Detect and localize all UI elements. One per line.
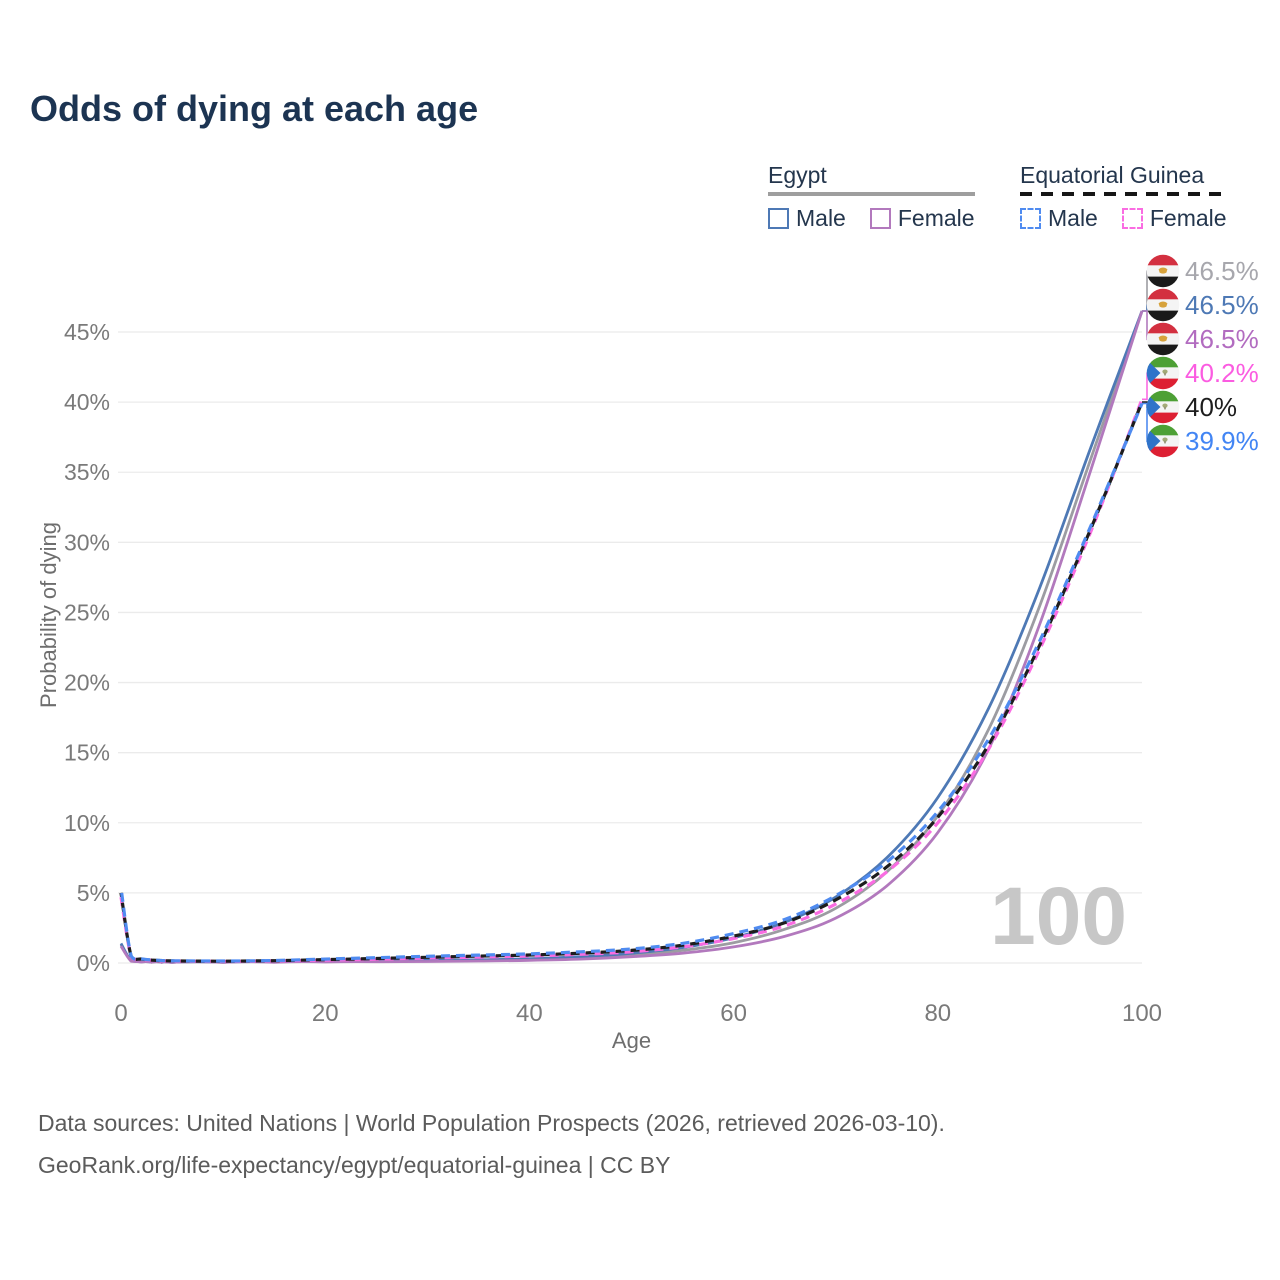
y-tick-label: 35%: [64, 459, 110, 485]
legend-item-egypt-male[interactable]: Male: [768, 205, 846, 232]
x-tick-label: 60: [720, 1000, 747, 1027]
x-tick-label: 100: [1122, 1000, 1162, 1027]
page-title: Odds of dying at each age: [30, 88, 479, 129]
legend-country-egypt: Egypt: [768, 162, 827, 188]
legend-label-egypt-female: Female: [897, 205, 975, 231]
y-tick-label: 20%: [64, 670, 110, 696]
x-tick-label: 80: [924, 1000, 951, 1027]
y-axis-title: Probability of dying: [36, 522, 61, 708]
series-end-value: 40%: [1185, 392, 1238, 422]
series-end-label: 39.9%: [1146, 424, 1259, 458]
series-end-value: 46.5%: [1185, 290, 1259, 320]
series-line-egypt-both-sexes[interactable]: [119, 310, 1144, 964]
flag-equatorial-guinea-icon: [1146, 424, 1180, 458]
y-tick-label: 5%: [77, 880, 110, 906]
flag-egypt-icon: [1146, 322, 1180, 356]
legend-underline-egypt: [768, 192, 975, 196]
legend-swatch-gq-male: [1020, 208, 1041, 229]
legend-underline-equatorial-guinea: [1020, 192, 1227, 196]
legend-swatch-egypt-female: [869, 208, 891, 229]
legend-label-gq-female: Female: [1149, 205, 1227, 231]
y-tick-label: 40%: [64, 389, 110, 415]
legend-label-gq-male: Male: [1048, 205, 1098, 231]
flag-egypt-icon: [1146, 288, 1180, 322]
legend-label-egypt-male: Male: [796, 205, 846, 231]
footer-attribution: GeoRank.org/life-expectancy/egypt/equato…: [38, 1152, 671, 1178]
series-line-equatorial-guinea-male[interactable]: [119, 402, 1144, 963]
flag-equatorial-guinea-icon: [1146, 390, 1180, 424]
legend-swatch-gq-female: [1121, 208, 1143, 229]
legend-item-egypt-female[interactable]: Female: [869, 205, 975, 232]
series-end-label: 46.5%: [1146, 288, 1259, 322]
series-end-value: 46.5%: [1185, 324, 1259, 354]
series-line-egypt-male[interactable]: [119, 310, 1144, 964]
hover-age-watermark: 100: [990, 871, 1127, 962]
series-end-value: 39.9%: [1185, 426, 1259, 456]
series-end-value: 46.5%: [1185, 256, 1259, 286]
x-tick-label: 40: [516, 1000, 543, 1027]
flag-equatorial-guinea-icon: [1146, 356, 1180, 390]
footer-data-sources: Data sources: United Nations | World Pop…: [38, 1110, 945, 1136]
x-axis-title: Age: [611, 1028, 652, 1053]
y-tick-label: 30%: [64, 529, 110, 555]
y-tick-label: 15%: [64, 740, 110, 766]
y-tick-label: 45%: [64, 319, 110, 345]
series-line-equatorial-guinea-both-sexes[interactable]: [119, 401, 1144, 963]
series-end-label: 46.5%: [1146, 254, 1259, 288]
legend-country-equatorial-guinea: Equatorial Guinea: [1020, 162, 1205, 188]
legend-item-gq-female[interactable]: Female: [1121, 205, 1227, 232]
legend-group-equatorial-guinea: Equatorial Guinea Male Female: [1020, 162, 1227, 232]
x-tick-label: 0: [114, 1000, 127, 1027]
legend-group-egypt: Egypt Male Female: [768, 162, 975, 232]
series-end-label: 40%: [1146, 390, 1237, 424]
y-tick-label: 10%: [64, 810, 110, 836]
y-tick-label: 25%: [64, 599, 110, 625]
chart-plot-area[interactable]: 0% 5% 10% 15% 20% 25% 30% 35% 40% 45% 0 20 40 60 80 100…: [0, 0, 1280, 1080]
flag-egypt-icon: [1146, 254, 1180, 288]
series-end-label: 40.2%: [1146, 356, 1259, 390]
series-line-egypt-female[interactable]: [119, 310, 1144, 964]
series-end-label: 46.5%: [1146, 322, 1259, 356]
x-tick-label: 20: [312, 1000, 339, 1027]
series-line-equatorial-guinea-female[interactable]: [119, 398, 1144, 963]
legend-item-gq-male[interactable]: Male: [1020, 205, 1098, 232]
y-tick-label: 0%: [77, 950, 110, 976]
legend-swatch-egypt-male: [768, 208, 789, 229]
series-end-value: 40.2%: [1185, 358, 1259, 388]
